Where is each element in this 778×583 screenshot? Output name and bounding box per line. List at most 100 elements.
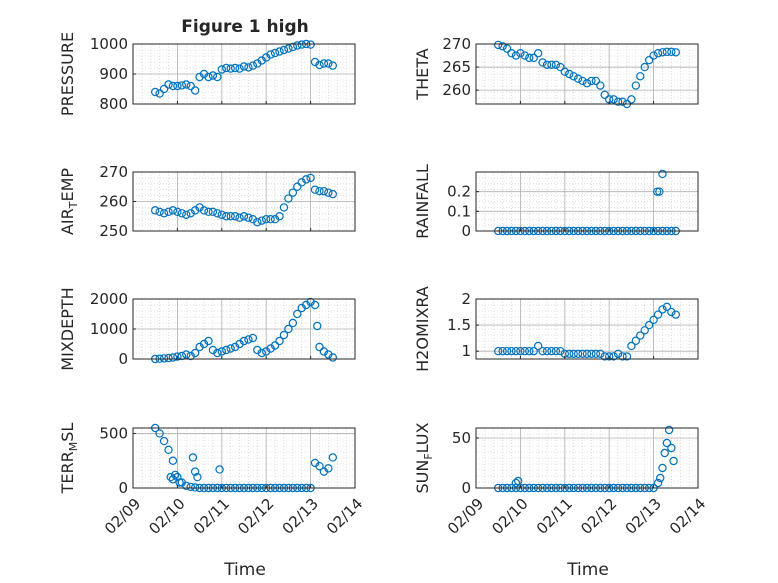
data-point [217,210,226,219]
data-point [596,349,605,358]
data-point [640,62,649,72]
data-point [173,207,182,217]
data-point [213,72,222,82]
data-point [662,47,672,57]
data-point [173,81,182,91]
data-point [213,348,222,358]
data-point [204,72,213,82]
data-point [239,336,249,346]
data-point [529,53,538,63]
axes-box [475,427,699,489]
y-axis-label: RAINFALL [413,164,432,239]
data-point [658,169,667,179]
data-point [649,51,658,60]
data-point [640,326,649,335]
data-point [533,49,543,58]
data-point [190,483,200,492]
data-point [301,175,311,184]
y-tick-label: 50 [452,429,471,447]
data-point [266,50,275,59]
data-point [293,309,302,319]
data-point [168,206,178,215]
data-point [190,86,200,95]
data-point [653,478,663,488]
data-point [266,214,275,224]
data-point [600,352,609,361]
data-point [315,342,324,352]
data-point [319,59,329,68]
data-point [315,461,324,471]
data-point [542,346,552,356]
data-point [627,95,636,104]
data-point [155,89,164,98]
data-point [239,62,249,71]
data-point [324,188,333,197]
data-point [513,476,523,486]
data-point [644,55,654,65]
y-tick-label: 250 [99,222,128,240]
data-point [551,346,561,356]
data-point [190,467,200,476]
subplot-rainfall: 0 0.10.2 RAINFALL [413,164,699,240]
axes-box [132,427,356,489]
data-point [328,189,337,199]
x-axis-label-right: Time [566,560,609,580]
data-point [573,349,583,358]
data-point [328,353,337,362]
data-point [655,187,664,196]
data-point [177,209,187,218]
data-point [248,333,258,343]
data-point [507,49,516,58]
data-point [279,330,289,340]
data-point [164,353,173,363]
data-point [315,186,324,196]
data-point [168,475,178,484]
data-point [257,348,266,358]
y-axis-label: SUNFLUX [413,422,435,493]
data-point [498,346,507,356]
data-point [155,207,164,217]
data-point [605,352,614,361]
data-point [173,352,182,361]
y-tick-label: 270 [99,163,128,181]
data-point [222,345,231,355]
data-point [511,478,521,488]
data-point [525,346,534,356]
data-point [631,336,641,345]
data-point [168,456,178,465]
data-point [542,60,552,69]
data-point [613,97,623,106]
data-point [622,352,632,361]
data-point [324,59,333,68]
y-tick-label: 0 [118,350,128,368]
data-point [667,443,676,453]
subplot-theta: 260 265 270 THETA [413,35,699,109]
data-point [159,354,169,363]
data-point [636,331,645,340]
y-tick-label: 500 [99,424,128,442]
data-point [288,188,298,197]
data-point [288,42,298,52]
data-point [170,470,180,480]
axes-box [475,43,699,105]
data-point [262,214,271,224]
data-point [186,482,195,492]
y-axis-label: MIXDEPTH [58,287,77,370]
data-point [520,51,530,60]
data-point [658,48,667,57]
data-point [547,60,556,69]
data-point [618,352,627,361]
data-point [275,47,284,56]
data-point [507,346,516,356]
data-point [150,87,160,97]
data-point [182,210,191,219]
data-point [667,47,676,57]
data-point [538,58,547,67]
data-point [520,346,530,356]
y-tick-label: 270 [442,35,471,53]
data-point [582,349,592,358]
data-point [279,45,289,55]
data-point [155,429,164,438]
data-point [182,350,191,359]
data-point [310,300,320,310]
